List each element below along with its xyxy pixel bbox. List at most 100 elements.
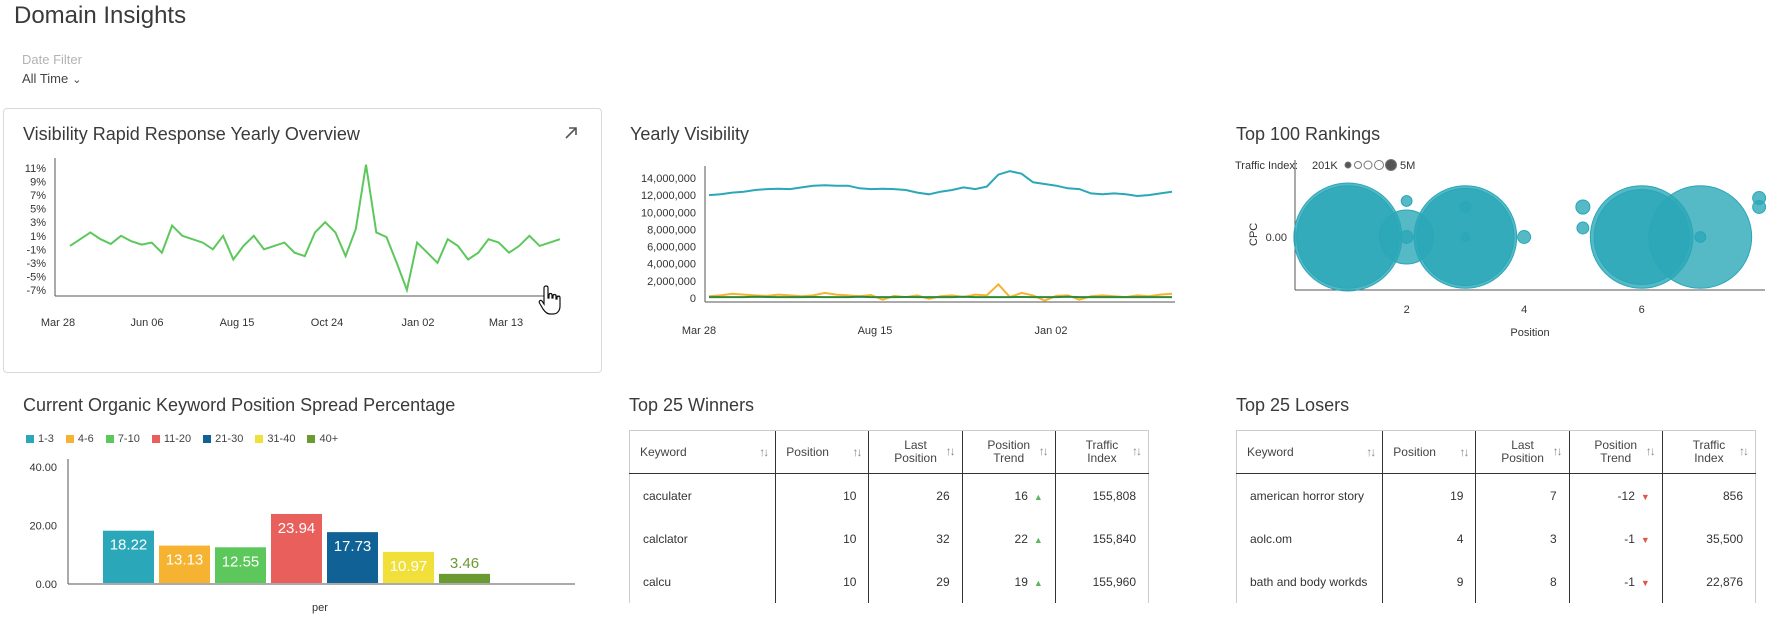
- table-row[interactable]: american horror story 19 7 -12 ▼ 856: [1235, 473, 1757, 517]
- legend-size-swatch: [1344, 161, 1352, 169]
- x-tick-label: Aug 15: [220, 317, 255, 329]
- col-keyword[interactable]: Keyword ↑↓: [628, 430, 776, 474]
- y-tick-label: 3%: [30, 217, 46, 229]
- legend-swatch: [26, 435, 34, 444]
- legend-item-21-30[interactable]: 21-30: [203, 433, 243, 445]
- legend-item-11-20[interactable]: 11-20: [151, 433, 192, 445]
- legend-item-1-3[interactable]: 1-3: [26, 433, 54, 445]
- expand-icon[interactable]: [562, 124, 580, 142]
- sort-icon[interactable]: ↑↓: [1132, 444, 1142, 458]
- teal-series-line: [708, 170, 1173, 198]
- y-tick-label: -3%: [26, 258, 46, 270]
- y-tick-label: 12,000,000: [641, 190, 696, 202]
- date-filter-label: Date Filter: [22, 52, 82, 67]
- winners-table: Keyword ↑↓ Position ↑↓ Last Position ↑↓ Posi…: [628, 430, 1150, 603]
- col-position[interactable]: Position ↑↓: [1382, 430, 1476, 474]
- legend-size-swatch: [1374, 160, 1384, 170]
- legend-swatch: [203, 435, 212, 444]
- spread-title: Current Organic Keyword Position Spread …: [23, 395, 456, 415]
- legend-swatch: [255, 435, 264, 444]
- legend-size-swatch: [1385, 159, 1397, 171]
- trend-down-icon: ▼: [1640, 534, 1650, 545]
- col-last-position[interactable]: Last Position ↑↓: [1475, 430, 1570, 474]
- table-row[interactable]: calcu 10 29 19 ▲ 155,960: [628, 560, 1150, 603]
- legend-item-31-40[interactable]: 31-40: [255, 433, 295, 445]
- legend-item-40+[interactable]: 40+: [307, 433, 338, 445]
- x-tick-label: Mar 13: [489, 317, 523, 329]
- col-position[interactable]: Position ↑↓: [775, 430, 869, 474]
- sort-icon[interactable]: ↑↓: [1366, 445, 1376, 459]
- legend-swatch: [307, 435, 316, 444]
- bar-value-label: 3.46: [450, 555, 479, 572]
- col-position-trend[interactable]: Position Trend ↑↓: [961, 430, 1056, 474]
- legend-item-4-6[interactable]: 4-6: [65, 433, 94, 445]
- legend-label: 7-10: [117, 433, 140, 445]
- legend-swatch: [105, 435, 114, 444]
- bar-value-label: 12.55: [222, 553, 260, 570]
- sort-icon[interactable]: ↑↓: [1038, 444, 1049, 458]
- ranking-bubble: [1694, 231, 1707, 243]
- trend-down-icon: ▼: [1640, 577, 1650, 588]
- losers-title: Top 25 Losers: [1236, 395, 1350, 415]
- losers-table: Keyword ↑↓ Position ↑↓ Last Position ↑↓ Posi…: [1235, 430, 1757, 603]
- trend-down-icon: ▼: [1640, 491, 1650, 502]
- x-tick-label: 4: [1521, 304, 1527, 316]
- legend-item-7-10[interactable]: 7-10: [105, 433, 140, 445]
- top100-title: Top 100 Rankings: [1236, 124, 1381, 144]
- legend-label: 40+: [319, 433, 339, 445]
- y-tick-label: 6,000,000: [647, 242, 696, 254]
- legend-label: 31-40: [267, 433, 296, 445]
- spread-legend: 1-3 4-6 7-10 11-20 21-30 31-40 40+: [26, 429, 350, 447]
- sort-icon[interactable]: ↑↓: [945, 444, 956, 458]
- legend-label: 4-6: [77, 433, 94, 445]
- sort-icon[interactable]: ↑↓: [852, 445, 862, 459]
- ranking-bubble: [1576, 221, 1590, 235]
- visibility-rapid-title: Visibility Rapid Response Yearly Overvie…: [23, 124, 360, 144]
- bar-4-6: [159, 545, 210, 583]
- date-filter-dropdown[interactable]: All Time ⌄: [22, 71, 81, 86]
- bar-value-label: 10.97: [390, 558, 428, 575]
- visibility-series-line: [69, 164, 561, 294]
- bar-1-3: [103, 530, 154, 583]
- visibility-rapid-card: [3, 108, 602, 373]
- legend-label: 11-20: [163, 433, 192, 445]
- col-traffic-index[interactable]: Traffic Index ↑↓: [1661, 430, 1757, 474]
- table-row[interactable]: bath and body workds 9 8 -1 ▼ 22,876: [1235, 560, 1757, 603]
- col-last-position[interactable]: Last Position ↑↓: [868, 430, 963, 474]
- sort-icon[interactable]: ↑↓: [1459, 445, 1469, 459]
- table-row[interactable]: caculater 10 26 16 ▲ 155,808: [628, 473, 1150, 517]
- y-tick-label: 0.00: [36, 579, 57, 591]
- y-tick-label: 40.00: [29, 462, 57, 474]
- x-tick-label: Oct 24: [311, 317, 343, 329]
- x-tick-label: Aug 15: [858, 325, 893, 337]
- y-axis-label: CPC: [1248, 223, 1260, 246]
- x-tick-label: 2: [1404, 304, 1410, 316]
- bar-7-10: [215, 547, 266, 583]
- table-row[interactable]: aolc.om 4 3 -1 ▼ 35,500: [1235, 517, 1757, 560]
- legend-swatch: [65, 435, 74, 444]
- y-tick-label: 0.00: [1266, 232, 1287, 244]
- date-filter-value: All Time: [22, 71, 69, 86]
- col-traffic-index[interactable]: Traffic Index ↑↓: [1054, 430, 1150, 474]
- page-title: Domain Insights: [14, 2, 187, 29]
- bar-value-label: 13.13: [166, 552, 204, 569]
- y-tick-label: -1%: [26, 244, 46, 256]
- legend-min: 201K: [1312, 160, 1338, 172]
- sort-icon[interactable]: ↑↓: [1645, 444, 1656, 458]
- sort-icon[interactable]: ↑↓: [1552, 444, 1563, 458]
- x-tick-label: 6: [1639, 304, 1645, 316]
- ranking-bubble: [1460, 232, 1471, 242]
- legend-label: 1-3: [38, 433, 54, 445]
- orange-series-line: [708, 282, 1173, 302]
- legend-size-swatch: [1363, 160, 1373, 170]
- y-tick-label: 10,000,000: [641, 207, 696, 219]
- col-keyword[interactable]: Keyword ↑↓: [1235, 430, 1383, 474]
- y-tick-label: 5%: [30, 204, 46, 216]
- legend-label: Traffic Index:: [1235, 160, 1298, 172]
- table-row[interactable]: calclator 10 32 22 ▲ 155,840: [628, 517, 1150, 560]
- y-tick-label: 11%: [25, 163, 46, 175]
- col-position-trend[interactable]: Position Trend ↑↓: [1568, 430, 1663, 474]
- sort-icon[interactable]: ↑↓: [1739, 444, 1749, 458]
- ranking-bubble: [1752, 191, 1767, 205]
- sort-icon[interactable]: ↑↓: [759, 445, 769, 459]
